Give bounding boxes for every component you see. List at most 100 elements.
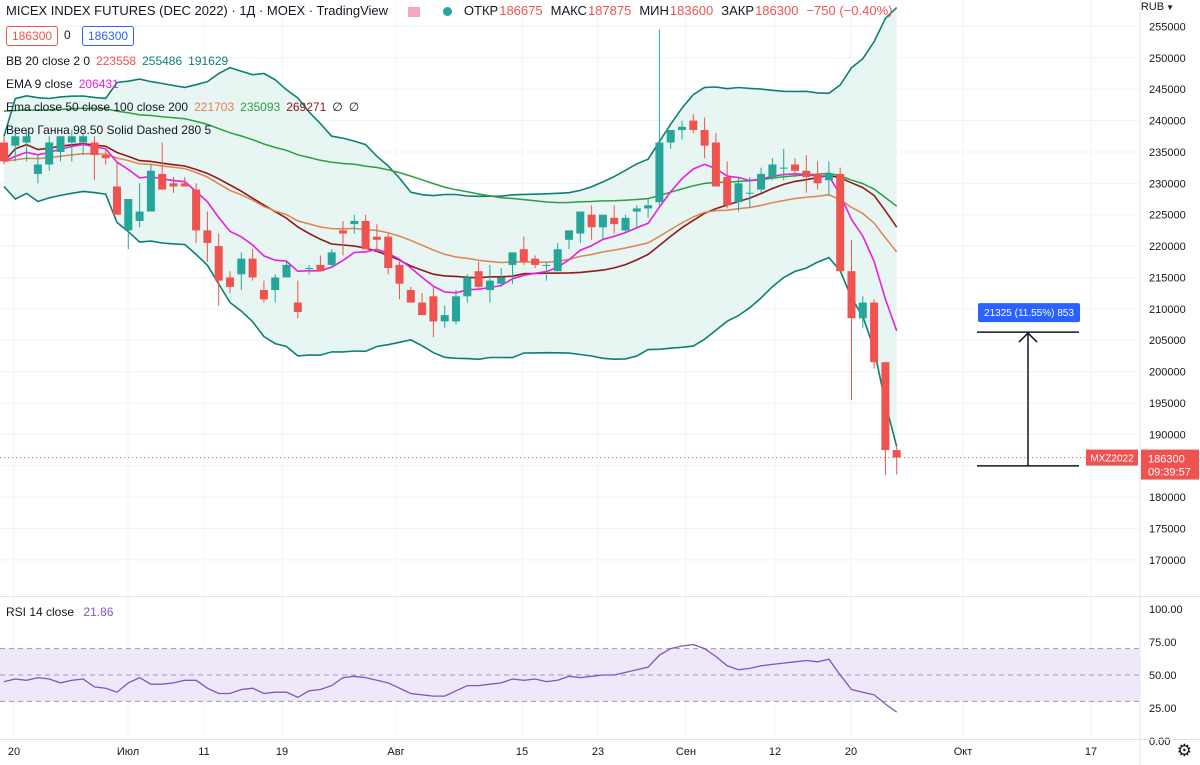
- candle-body: [598, 214, 607, 228]
- indicator-legend-row[interactable]: BB 20 close 2 0 223558 255486 191629: [6, 54, 234, 68]
- last-price-label: 186300: [1148, 454, 1185, 466]
- candle-body: [858, 302, 867, 319]
- candle-body: [655, 142, 664, 203]
- candle-body: [768, 164, 777, 178]
- candle-body: [565, 230, 573, 240]
- indicator-legend-row[interactable]: EMA 9 close 206431: [6, 77, 125, 91]
- candle-body: [67, 136, 76, 143]
- price-tick-label: 230000: [1149, 178, 1186, 190]
- currency-selector[interactable]: RUB ▼: [1141, 1, 1174, 13]
- price-axis: 1700001750001800001850001900001950002000…: [1149, 21, 1186, 566]
- candle-body: [485, 280, 494, 291]
- flag-icon[interactable]: [407, 6, 420, 17]
- time-tick-label: Сен: [676, 746, 696, 758]
- time-tick-label: 19: [276, 746, 288, 758]
- price-tick-label: 235000: [1149, 147, 1186, 159]
- candle-body: [248, 258, 257, 278]
- bollinger-lower-line: [3, 185, 898, 447]
- candle-body: [214, 246, 223, 281]
- candle-body: [327, 252, 336, 265]
- candle-body: [757, 173, 766, 190]
- time-tick-label: 17: [1085, 746, 1097, 758]
- gear-icon[interactable]: ⚙: [1176, 741, 1192, 760]
- measure-arrow-head: [1018, 332, 1038, 343]
- candle-body: [711, 142, 720, 187]
- price-tick-label: 245000: [1149, 84, 1186, 96]
- candle-body: [282, 264, 291, 278]
- candle-body: [316, 264, 325, 272]
- candle-body: [824, 173, 833, 181]
- candle-body: [169, 183, 178, 187]
- ask-price-box[interactable]: 186300: [82, 26, 135, 46]
- time-tick-label: Авг: [387, 746, 404, 758]
- ohlc-value: −750 (−0.40%): [806, 3, 893, 18]
- candle-body: [11, 136, 20, 146]
- indicator-value: 269271: [286, 100, 327, 114]
- bollinger-basis-line: [3, 142, 898, 279]
- rsi-tick-label: 75.00: [1149, 637, 1177, 649]
- price-tick-label: 225000: [1149, 210, 1186, 222]
- countdown-label: 09:39:57: [1148, 467, 1191, 479]
- candle-body: [429, 296, 438, 322]
- candle-body: [847, 271, 856, 319]
- candle-body: [519, 249, 528, 262]
- symbol-tag-label: MXZ2022: [1090, 454, 1134, 465]
- candle-body: [192, 189, 201, 231]
- candle-body: [576, 211, 585, 234]
- price-tick-label: 200000: [1149, 367, 1186, 379]
- candle-body: [350, 220, 359, 225]
- candle-body: [723, 177, 732, 206]
- bollinger-upper-line: [3, 7, 898, 198]
- time-axis: 20 Июл 11 19 Авг 15 23 Сен 12 20 Окт 17: [8, 746, 1097, 758]
- candle-body: [813, 173, 822, 184]
- candle-body: [745, 192, 754, 194]
- candle-body: [226, 277, 234, 287]
- candle-body: [158, 173, 167, 190]
- time-tick-label: Июл: [117, 746, 139, 758]
- candle-body: [836, 173, 845, 272]
- indicator-value: ∅: [348, 100, 360, 114]
- candle-body: [406, 290, 415, 303]
- ohlc-label: ОТКР: [463, 3, 499, 18]
- time-tick-label: 23: [592, 746, 604, 758]
- ohlc-value: 186300: [755, 3, 799, 18]
- candle-body: [553, 249, 562, 272]
- ohlc-value: 183600: [669, 3, 714, 18]
- time-tick-label: 20: [8, 746, 20, 758]
- candle-body: [666, 129, 675, 143]
- price-tick-label: 210000: [1149, 304, 1186, 316]
- indicator-value: 223558: [96, 54, 137, 68]
- indicator-legend-row[interactable]: Веер Ганна 98.50 Solid Dashed 280 5: [6, 123, 217, 137]
- indicator-label: EMA 9 close: [6, 77, 73, 91]
- rsi-value: 21.86: [83, 605, 114, 619]
- candle-body: [372, 236, 381, 240]
- candle-body: [0, 142, 8, 162]
- ohlc-label: ЗАКР: [721, 3, 755, 18]
- candle-body: [497, 277, 506, 284]
- market-status-icon: [443, 7, 453, 17]
- candle-body: [440, 315, 449, 322]
- indicator-value: 235093: [240, 100, 281, 114]
- candle-body: [779, 167, 788, 169]
- time-tick-label: 20: [845, 746, 857, 758]
- indicator-label: Веер Ганна 98.50 Solid Dashed 280 5: [6, 123, 212, 137]
- rsi-tick-label: 25.00: [1149, 703, 1177, 715]
- measure-label: 21325 (11.55%) 853: [984, 308, 1074, 319]
- bollinger-band-fill: [4, 7, 897, 447]
- ohlc-value: 186675: [499, 3, 543, 18]
- candle-body: [45, 142, 54, 165]
- price-tick-label: 190000: [1149, 429, 1186, 441]
- price-tick-label: 215000: [1149, 272, 1186, 284]
- bid-price-box[interactable]: 186300: [6, 26, 59, 46]
- candle-body: [203, 230, 212, 243]
- symbol-title: MICEX INDEX FUTURES (DEC 2022) · 1Д · MO…: [6, 3, 389, 18]
- time-tick-label: 11: [198, 746, 209, 758]
- price-tick-label: 250000: [1149, 53, 1186, 65]
- indicator-legend-row[interactable]: Ema close 50 close 100 close 200 221703 23…: [6, 100, 365, 114]
- candle-body: [305, 268, 314, 270]
- indicator-value: 255486: [142, 54, 183, 68]
- ohlc-values: ОТКР186675 МАКС187875 МИН183600 ЗАКР186300−…: [464, 3, 901, 18]
- candle-body: [689, 120, 698, 130]
- candle-body: [180, 183, 189, 187]
